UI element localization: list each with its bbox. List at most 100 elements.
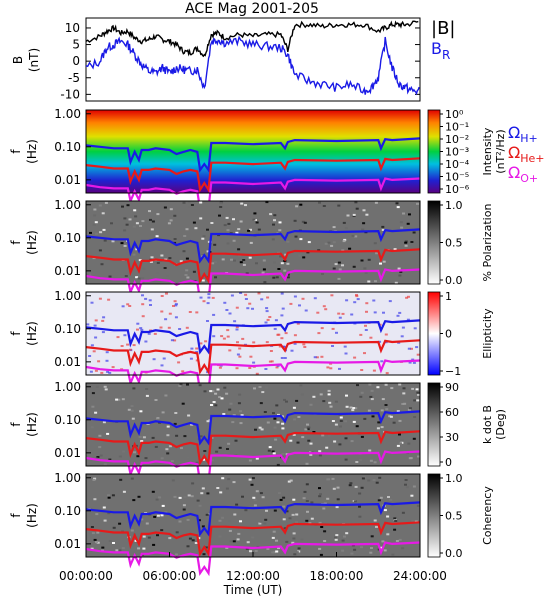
spectrogram-pixel bbox=[216, 487, 220, 489]
ellipticity-pixel bbox=[126, 343, 130, 346]
spectrogram-pixel bbox=[310, 501, 314, 504]
ellipticity-pixel bbox=[248, 367, 252, 369]
spectrogram-pixel bbox=[183, 496, 187, 498]
spectrogram-pixel bbox=[273, 261, 276, 264]
ellipticity-pixel bbox=[106, 370, 110, 373]
spectrogram-pixel bbox=[277, 492, 281, 495]
spectrogram-pixel bbox=[111, 240, 115, 243]
panel-ylabel: f bbox=[9, 422, 23, 427]
spectrogram-pixel bbox=[102, 228, 106, 231]
spectrogram-pixel bbox=[400, 226, 404, 229]
spectrogram-pixel bbox=[402, 387, 406, 390]
spectrogram-pixel bbox=[173, 238, 177, 240]
ellipticity-pixel bbox=[260, 298, 264, 301]
spectrogram-pixel bbox=[168, 445, 172, 448]
spectrogram-pixel bbox=[309, 453, 313, 456]
spectrogram-pixel bbox=[275, 404, 279, 407]
ellipticity-pixel bbox=[410, 347, 413, 350]
spectrogram-pixel bbox=[273, 509, 277, 512]
ellipticity-pixel bbox=[167, 326, 171, 329]
spectrogram-pixel bbox=[412, 485, 416, 488]
spectrogram-pixel bbox=[95, 541, 98, 544]
spectrogram-pixel bbox=[94, 221, 98, 224]
ellipticity-pixel bbox=[401, 326, 405, 329]
ellipticity-pixel bbox=[406, 318, 410, 321]
spectrogram-pixel bbox=[218, 446, 222, 449]
panel-ylabel: f bbox=[9, 331, 23, 336]
spectrogram-pixel bbox=[327, 393, 331, 396]
spectrogram-pixel bbox=[295, 521, 298, 524]
spectrogram-pixel bbox=[199, 435, 203, 438]
ellipticity-pixel bbox=[331, 327, 335, 330]
spectrogram-pixel bbox=[295, 205, 299, 208]
spectrogram-pixel bbox=[383, 549, 387, 552]
spectrogram-pixel bbox=[111, 494, 115, 497]
ellipticity-pixel bbox=[207, 293, 211, 296]
spectrogram-pixel bbox=[124, 275, 128, 277]
spectrogram-pixel bbox=[141, 281, 145, 284]
spectrogram-pixel bbox=[167, 222, 171, 225]
spectrogram-pixel bbox=[298, 254, 302, 257]
spectrogram-pixel bbox=[359, 395, 363, 398]
spectrogram-pixel bbox=[190, 495, 194, 498]
spectrogram-pixel bbox=[168, 537, 172, 540]
spectrogram-pixel bbox=[271, 238, 275, 241]
spectrogram-pixel bbox=[399, 442, 402, 445]
spectrogram-pixel bbox=[265, 386, 268, 389]
spectrogram-pixel bbox=[210, 404, 213, 406]
ellipticity-pixel bbox=[344, 352, 348, 355]
spectrogram-pixel bbox=[393, 528, 397, 531]
spectrogram-pixel bbox=[291, 541, 295, 544]
spectrogram-pixel bbox=[166, 425, 170, 428]
spectrogram-pixel bbox=[379, 262, 382, 265]
spectrogram-pixel bbox=[293, 219, 297, 222]
spectrogram-pixel bbox=[174, 553, 178, 556]
ellipticity-pixel bbox=[218, 366, 222, 369]
spectrogram-pixel bbox=[121, 398, 125, 401]
colorbar-tick-label: 90 bbox=[445, 381, 459, 394]
panel-ylabel-units: (Hz) bbox=[25, 321, 39, 346]
spectrogram-pixel bbox=[178, 496, 182, 499]
spectrogram-pixel bbox=[149, 261, 153, 263]
spectrogram-pixel bbox=[393, 518, 397, 521]
spectrogram-pixel bbox=[267, 449, 271, 452]
spectrogram-pixel bbox=[342, 221, 346, 224]
spectrogram-pixel bbox=[174, 412, 178, 414]
spectrogram-pixel bbox=[107, 496, 111, 499]
spectrogram-pixel bbox=[252, 552, 256, 555]
ellipticity-pixel bbox=[162, 357, 166, 360]
ellipticity-pixel bbox=[365, 310, 368, 313]
spectrogram-pixel bbox=[285, 540, 289, 543]
spectrogram-pixel bbox=[273, 426, 277, 429]
b-field-panel: 10 5 0 -5 -10 B (nT) |B| BR bbox=[11, 17, 455, 102]
ellipticity-pixel bbox=[230, 294, 234, 297]
spectrogram-pixel bbox=[160, 529, 164, 532]
spectrogram-pixel bbox=[305, 519, 309, 522]
spectrogram-pixel bbox=[156, 261, 160, 264]
spectrogram-pixel bbox=[122, 450, 126, 453]
ellipticity-pixel bbox=[107, 298, 111, 301]
spectrogram-pixel bbox=[190, 423, 194, 426]
freq-tick-label: 0.01 bbox=[54, 446, 81, 460]
spectrogram-pixel bbox=[285, 510, 289, 513]
ellipticity-pixel bbox=[284, 332, 288, 335]
ellipticity-pixel bbox=[320, 355, 324, 358]
spectrogram-pixel bbox=[295, 551, 299, 554]
spectrogram-pixel bbox=[286, 240, 290, 243]
spectrogram-pixel bbox=[123, 244, 127, 247]
spectrogram-pixel bbox=[166, 434, 170, 437]
gyro-legend: ΩH+ ΩHe+ ΩO+ bbox=[508, 123, 545, 185]
spectrogram-pixel bbox=[186, 276, 190, 279]
spectrogram-pixel bbox=[381, 229, 385, 231]
ellipticity-pixel bbox=[199, 296, 203, 299]
spectrogram-pixel bbox=[213, 243, 217, 246]
spectrogram-pixel bbox=[344, 437, 348, 440]
spectrogram-pixel bbox=[187, 414, 191, 417]
ellipticity-pixel bbox=[343, 345, 347, 348]
ellipticity-pixel bbox=[93, 324, 97, 327]
spectrogram-pixel bbox=[164, 394, 168, 397]
spectrogram-pixel bbox=[398, 383, 402, 386]
spectrogram-pixel bbox=[272, 223, 275, 226]
spectrogram-pixel bbox=[396, 444, 400, 447]
spectrogram-pixel bbox=[185, 269, 189, 272]
